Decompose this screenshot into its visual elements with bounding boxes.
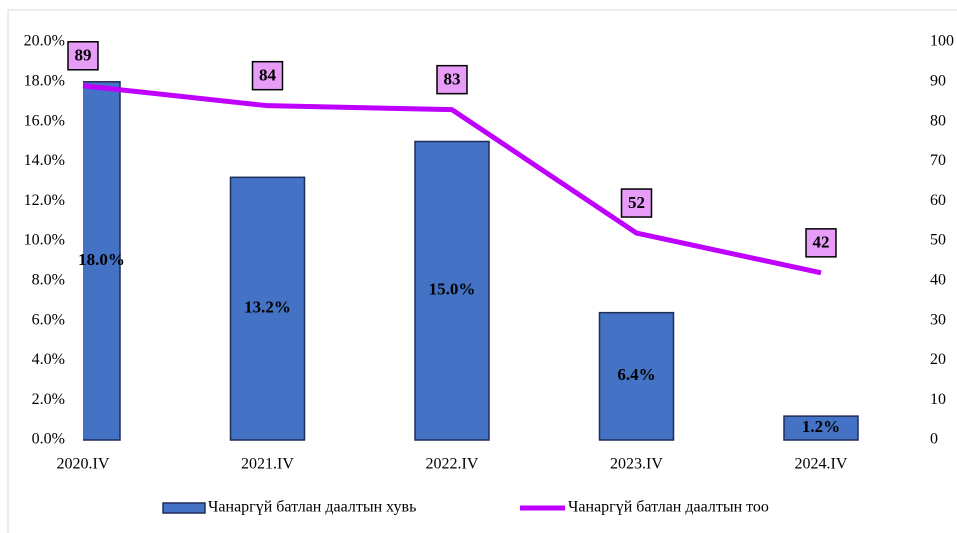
x-tick-label: 2022.IV — [426, 456, 479, 473]
y-tick-label: 4.0% — [32, 351, 65, 368]
y-tick-label: 2.0% — [32, 391, 65, 408]
line — [82, 83, 822, 276]
x-tick-label: 2020.IV — [57, 456, 110, 473]
line-value-label: 42 — [813, 233, 830, 252]
bar-value-label: 18.0% — [78, 250, 125, 269]
chart-frame — [7, 9, 957, 533]
y2-tick-label: 20 — [930, 351, 946, 368]
value-label-box — [805, 228, 837, 258]
bar-value-label: 6.4% — [617, 365, 655, 384]
y-tick-label: 18.0% — [24, 72, 65, 89]
y-tick-label: 16.0% — [24, 112, 65, 129]
y2-tick-label: 50 — [930, 232, 946, 249]
y-tick-label: 10.0% — [24, 232, 65, 249]
bar-value-label: 15.0% — [429, 280, 476, 299]
y-tick-label: 6.0% — [32, 311, 65, 328]
y2-tick-label: 70 — [930, 152, 946, 169]
y2-tick-label: 10 — [930, 391, 946, 408]
legend-label: Чанаргүй батлан даалтын хувь — [208, 499, 416, 516]
value-label-box — [620, 188, 653, 218]
bar — [83, 81, 121, 441]
value-label-box — [436, 64, 468, 95]
line-value-label: 84 — [259, 66, 277, 85]
value-label-box — [67, 41, 99, 71]
bar — [598, 311, 675, 441]
bar-value-label: 13.2% — [244, 298, 291, 317]
y-tick-label: 14.0% — [24, 152, 65, 169]
bar — [229, 176, 306, 441]
y2-tick-label: 0 — [930, 431, 938, 448]
y2-tick-label: 30 — [930, 311, 946, 328]
bar — [783, 415, 859, 441]
bar — [414, 140, 490, 441]
x-tick-label: 2023.IV — [610, 456, 663, 473]
line-value-label: 89 — [75, 46, 92, 65]
x-tick-label: 2021.IV — [241, 456, 294, 473]
x-tick-label: 2024.IV — [795, 456, 848, 473]
value-label-box — [251, 60, 284, 91]
y-tick-label: 20.0% — [24, 33, 65, 50]
y2-tick-label: 80 — [930, 112, 946, 129]
y-tick-label: 0.0% — [32, 431, 65, 448]
y-tick-label: 12.0% — [24, 192, 65, 209]
legend-label: Чанаргүй батлан даалтын тоо — [568, 499, 769, 516]
y2-tick-label: 90 — [930, 72, 946, 89]
bar-value-label: 1.2% — [802, 417, 840, 436]
legend-swatch — [162, 502, 206, 514]
y2-tick-label: 100 — [930, 33, 954, 50]
line-value-label: 83 — [444, 70, 461, 89]
plot — [83, 81, 859, 441]
line-value-label: 52 — [628, 193, 645, 212]
y-tick-label: 8.0% — [32, 271, 65, 288]
y2-tick-label: 40 — [930, 271, 946, 288]
y2-tick-label: 60 — [930, 192, 946, 209]
